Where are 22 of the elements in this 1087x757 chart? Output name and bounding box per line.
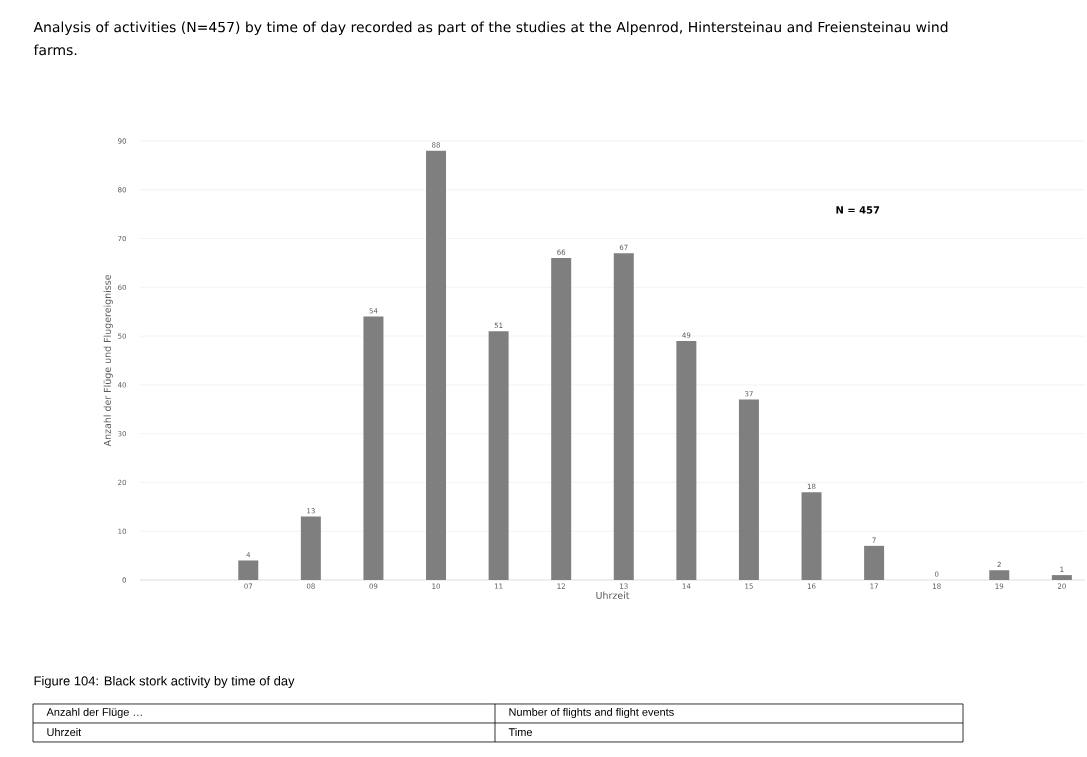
text: Number of flights and flight events — [509, 707, 674, 719]
bar — [676, 340, 697, 580]
bar — [426, 150, 447, 580]
bar — [738, 399, 759, 580]
bar — [989, 570, 1010, 580]
bar — [488, 331, 509, 580]
caption: Figure 104: Black stork activity by time of day — [34, 675, 295, 689]
annotation: N = 457 — [836, 206, 880, 214]
bar — [238, 560, 259, 580]
x-axis-title: Uhrzeit — [596, 591, 630, 599]
bar — [801, 492, 822, 580]
bar — [1051, 575, 1072, 580]
bar — [613, 253, 634, 580]
bar — [300, 516, 321, 580]
y-axis-title: Anzahl der Flüge und Flugereignisse — [103, 275, 113, 447]
chart-title: Analysis of activities (N=457) by time of day recorded as part of the studies at the Alpenrod, Hintersteinau and Freiensteinau wind farms. — [33, 21, 948, 56]
bar — [363, 316, 384, 580]
bar — [864, 545, 885, 580]
text: Uhrzeit — [47, 727, 82, 737]
text: Time — [508, 727, 532, 737]
bar — [551, 258, 572, 580]
text: Anzahl der Flüge … — [46, 707, 142, 719]
